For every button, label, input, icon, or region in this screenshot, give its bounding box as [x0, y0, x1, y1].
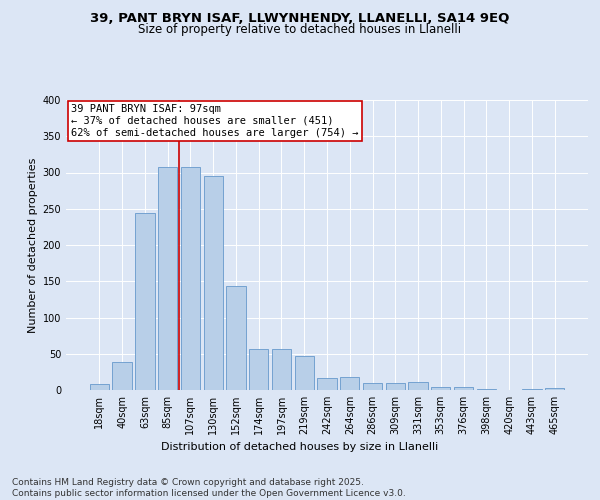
Text: 39 PANT BRYN ISAF: 97sqm
← 37% of detached houses are smaller (451)
62% of semi-: 39 PANT BRYN ISAF: 97sqm ← 37% of detach…: [71, 104, 359, 138]
Bar: [386, 384, 405, 390]
Bar: [249, 348, 268, 390]
Bar: [181, 168, 200, 390]
Bar: [272, 348, 291, 390]
Text: 39, PANT BRYN ISAF, LLWYNHENDY, LLANELLI, SA14 9EQ: 39, PANT BRYN ISAF, LLWYNHENDY, LLANELLI…: [91, 12, 509, 26]
Bar: [522, 388, 542, 390]
Bar: [135, 213, 155, 390]
Bar: [545, 388, 564, 390]
Bar: [363, 384, 382, 390]
Bar: [431, 387, 451, 390]
Bar: [90, 384, 109, 390]
Bar: [226, 286, 245, 390]
Bar: [295, 356, 314, 390]
Text: Contains HM Land Registry data © Crown copyright and database right 2025.
Contai: Contains HM Land Registry data © Crown c…: [12, 478, 406, 498]
Y-axis label: Number of detached properties: Number of detached properties: [28, 158, 38, 332]
Bar: [112, 362, 132, 390]
Bar: [454, 387, 473, 390]
Text: Size of property relative to detached houses in Llanelli: Size of property relative to detached ho…: [139, 22, 461, 36]
Bar: [476, 388, 496, 390]
Text: Distribution of detached houses by size in Llanelli: Distribution of detached houses by size …: [161, 442, 439, 452]
Bar: [409, 382, 428, 390]
Bar: [340, 377, 359, 390]
Bar: [158, 168, 178, 390]
Bar: [203, 176, 223, 390]
Bar: [317, 378, 337, 390]
